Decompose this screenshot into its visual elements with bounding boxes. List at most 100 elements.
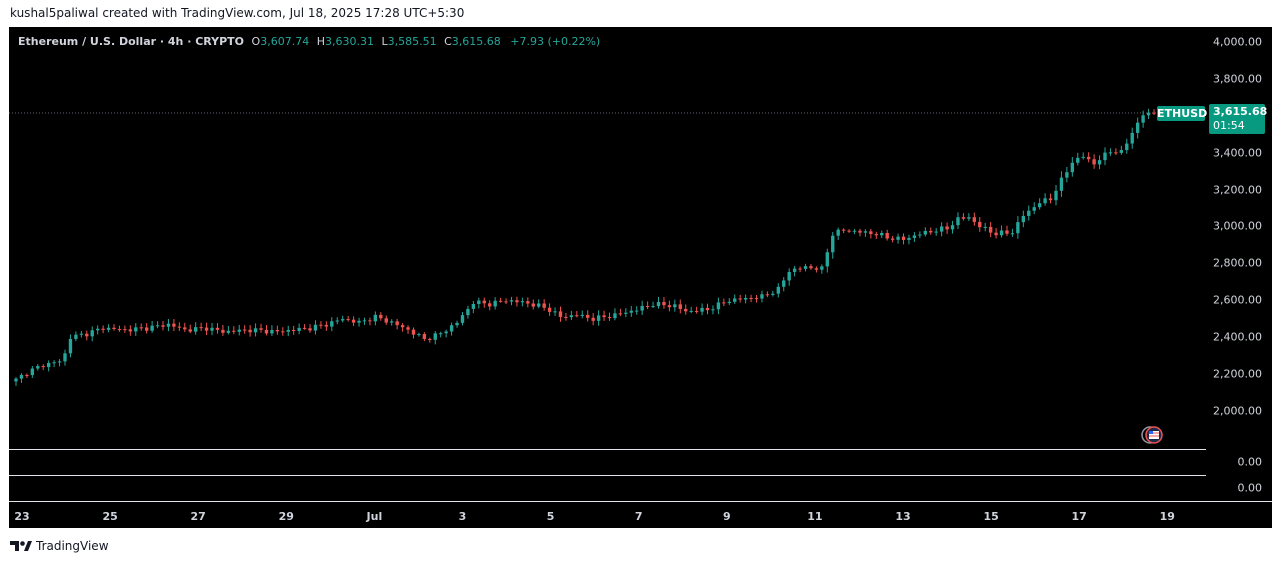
candle: [384, 315, 388, 325]
candle-body: [57, 361, 62, 363]
candle-body: [847, 230, 851, 232]
price-tick-label: 3,400.00: [1213, 146, 1262, 160]
candle: [308, 324, 312, 333]
chart-frame[interactable]: Ethereum / U.S. Dollar · 4h · CRYPTO O3,…: [9, 27, 1272, 528]
candle: [929, 227, 933, 235]
candle-body: [901, 236, 906, 240]
candle-body: [1076, 157, 1080, 163]
candle-body: [553, 311, 557, 313]
candle-body: [689, 310, 693, 312]
candle-body: [596, 315, 601, 321]
candle: [972, 212, 977, 226]
candle: [1092, 154, 1096, 169]
candle-body: [324, 324, 329, 327]
candle: [667, 300, 672, 312]
candle-body: [204, 327, 209, 331]
candle-body: [313, 324, 318, 331]
pane-separator-2[interactable]: [9, 475, 1206, 476]
tradingview-brand[interactable]: TradingView: [10, 539, 109, 553]
candle: [226, 326, 231, 335]
candles: [14, 108, 1156, 386]
candle: [275, 325, 280, 335]
candle-body: [694, 310, 699, 312]
candle-body: [346, 319, 350, 321]
candle: [85, 330, 89, 341]
candle: [841, 228, 846, 234]
price-chart[interactable]: [9, 27, 1272, 528]
time-tick-label: 11: [807, 510, 823, 523]
candle-body: [1152, 112, 1156, 114]
candle: [281, 327, 285, 336]
candle: [1141, 110, 1145, 128]
high-value: 3,630.31: [324, 35, 374, 48]
candle-body: [357, 320, 361, 323]
candle: [1037, 198, 1042, 210]
candle: [580, 310, 584, 319]
candle-body: [885, 233, 889, 239]
candle: [526, 297, 530, 308]
candle-body: [341, 319, 345, 321]
candle: [950, 220, 955, 234]
candle-body: [961, 217, 966, 219]
pane-separator-1[interactable]: [9, 449, 1206, 450]
candle-body: [368, 320, 372, 322]
time-tick-label: 15: [983, 510, 999, 523]
candle: [961, 213, 966, 221]
candle: [716, 297, 721, 315]
candle: [635, 306, 639, 315]
candle-body: [825, 252, 829, 267]
candle-body: [286, 330, 290, 332]
candle: [1065, 166, 1069, 183]
candle: [825, 248, 829, 273]
candle: [869, 228, 873, 239]
candle: [798, 266, 802, 273]
candle-body: [803, 266, 808, 269]
candle: [537, 299, 541, 309]
candle: [673, 299, 677, 312]
candle-body: [172, 323, 176, 327]
candle-body: [101, 328, 105, 330]
candle: [46, 360, 51, 372]
chart-credit: kushal5paliwal created with TradingView.…: [10, 6, 465, 20]
symbol-title: Ethereum / U.S. Dollar · 4h · CRYPTO: [18, 35, 245, 48]
candle: [651, 301, 655, 308]
candle-body: [624, 312, 628, 314]
candle-body: [939, 226, 944, 232]
candle: [684, 304, 688, 315]
candle-body: [1081, 156, 1085, 158]
candle: [1054, 185, 1058, 206]
candle-body: [253, 328, 258, 333]
candle-body: [177, 326, 182, 328]
candle-body: [30, 368, 35, 376]
candle: [613, 308, 617, 321]
candle: [607, 312, 612, 321]
candle: [292, 325, 296, 335]
candle: [106, 324, 111, 333]
flag-icon[interactable]: [1139, 424, 1165, 446]
indicator-pane-1-value: 0.00: [1237, 455, 1263, 469]
time-tick-label: 9: [722, 510, 731, 523]
candle: [112, 324, 116, 331]
candle: [858, 228, 862, 237]
candle: [36, 364, 40, 371]
candle-body: [1032, 207, 1036, 211]
candle: [1081, 152, 1085, 160]
candle: [221, 324, 225, 336]
candle-body: [460, 315, 465, 323]
candle-body: [537, 303, 541, 307]
candle: [248, 325, 252, 337]
candle: [1005, 225, 1009, 237]
candle-body: [651, 306, 655, 308]
candle-body: [618, 313, 623, 315]
candle-body: [950, 225, 955, 230]
candle: [166, 319, 171, 332]
candle-body: [1146, 112, 1151, 116]
time-tick-label: Jul: [366, 510, 383, 523]
candle: [101, 325, 105, 334]
candle-body: [760, 294, 764, 299]
candle: [994, 228, 998, 239]
candle-body: [488, 303, 492, 307]
candle-body: [384, 318, 388, 323]
candle: [662, 297, 666, 309]
candle-body: [390, 321, 394, 323]
